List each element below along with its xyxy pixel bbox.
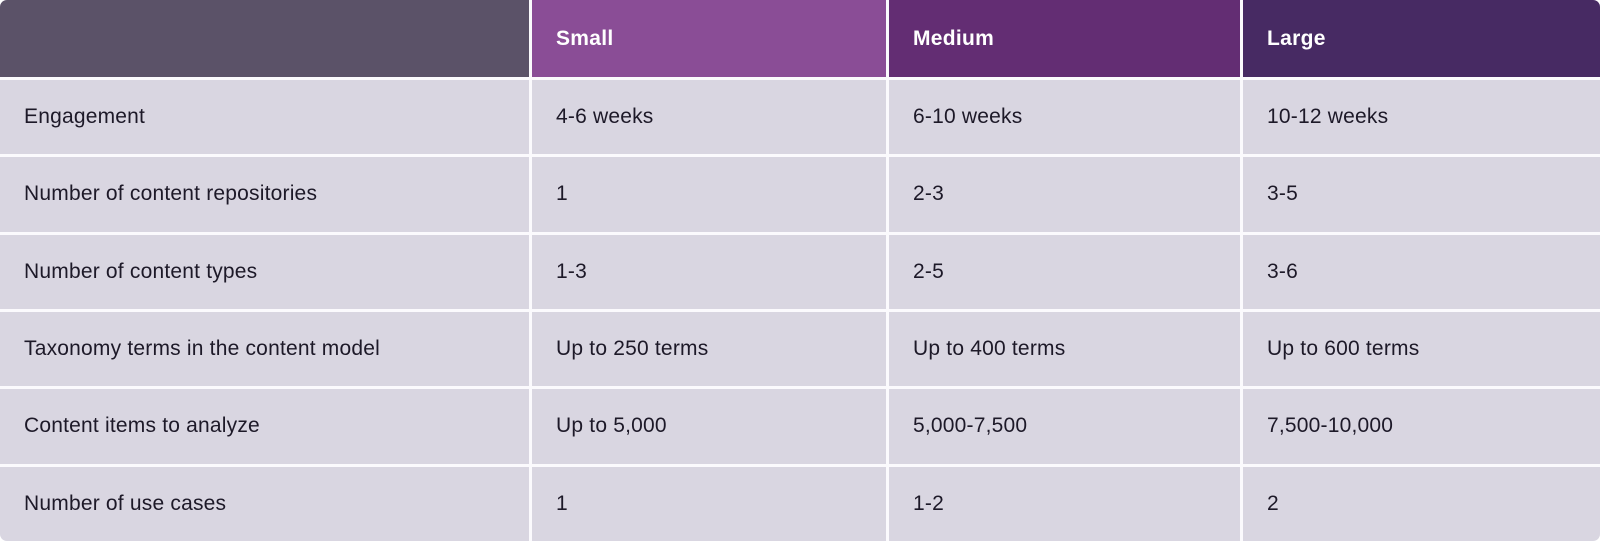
cell-content-items-medium: 5,000-7,500: [889, 389, 1240, 464]
cell-use-cases-medium: 1-2: [889, 466, 1240, 541]
cell-use-cases-large: 2: [1243, 466, 1600, 541]
header-cell-medium: Medium: [889, 0, 1240, 77]
row-label-taxonomy-terms: Taxonomy terms in the content model: [0, 312, 529, 387]
cell-repositories-medium: 2-3: [889, 157, 1240, 232]
cell-content-items-large: 7,500-10,000: [1243, 389, 1600, 464]
header-cell-large: Large: [1243, 0, 1600, 77]
header-cell-blank: [0, 0, 529, 77]
cell-content-types-medium: 2-5: [889, 234, 1240, 309]
cell-use-cases-small: 1: [532, 466, 886, 541]
cell-content-types-small: 1-3: [532, 234, 886, 309]
cell-repositories-small: 1: [532, 157, 886, 232]
cell-repositories-large: 3-5: [1243, 157, 1600, 232]
cell-taxonomy-large: Up to 600 terms: [1243, 312, 1600, 387]
row-label-content-repositories: Number of content repositories: [0, 157, 529, 232]
cell-content-items-small: Up to 5,000: [532, 389, 886, 464]
cell-engagement-small: 4-6 weeks: [532, 80, 886, 155]
row-label-content-items: Content items to analyze: [0, 389, 529, 464]
row-label-engagement: Engagement: [0, 80, 529, 155]
cell-content-types-large: 3-6: [1243, 234, 1600, 309]
cell-engagement-medium: 6-10 weeks: [889, 80, 1240, 155]
row-label-use-cases: Number of use cases: [0, 466, 529, 541]
cell-taxonomy-small: Up to 250 terms: [532, 312, 886, 387]
header-cell-small: Small: [532, 0, 886, 77]
row-label-content-types: Number of content types: [0, 234, 529, 309]
cell-engagement-large: 10-12 weeks: [1243, 80, 1600, 155]
cell-taxonomy-medium: Up to 400 terms: [889, 312, 1240, 387]
